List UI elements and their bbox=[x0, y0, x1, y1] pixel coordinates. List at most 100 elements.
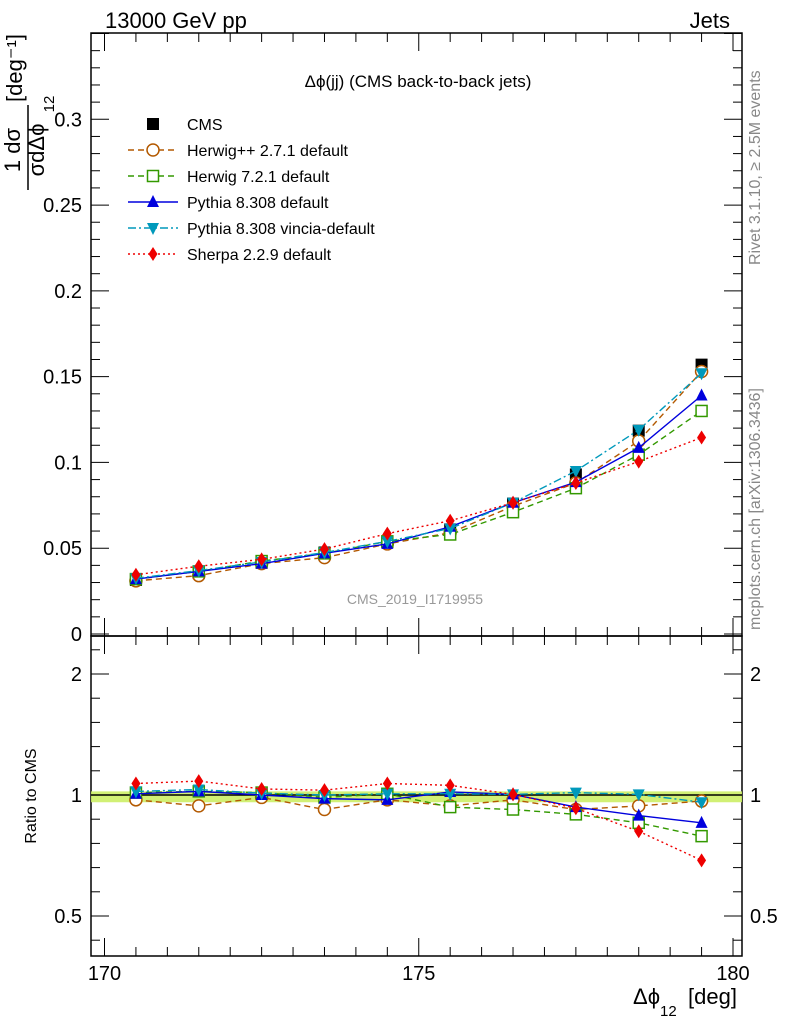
legend-label-1: Herwig++ 2.7.1 default bbox=[187, 143, 349, 160]
main-point-4-9 bbox=[695, 368, 708, 381]
main-point-5-1 bbox=[194, 559, 204, 574]
y-label-numerator: 1 dσ bbox=[0, 128, 25, 173]
main-point-3-9 bbox=[695, 388, 708, 401]
main-point-5-9 bbox=[697, 430, 707, 445]
y-label-unit: [deg⁻¹] bbox=[2, 34, 27, 102]
svg-text:Δϕ: Δϕ bbox=[633, 984, 660, 1009]
x-tick-labels: 170 175 180 bbox=[88, 963, 750, 985]
ratio-point-4-2 bbox=[257, 781, 267, 796]
svg-text:[deg]: [deg] bbox=[688, 984, 737, 1009]
ratio-ytick-label-right: 1 bbox=[750, 785, 761, 807]
main-ytick-label: 0 bbox=[71, 624, 82, 646]
rivet-label: Rivet 3.1.10, ≥ 2.5M events bbox=[747, 70, 764, 265]
ratio-point-4-8 bbox=[634, 824, 644, 839]
ratio-point-4-0 bbox=[131, 776, 141, 791]
main-ytick-label: 0.3 bbox=[54, 109, 82, 131]
ratio-ytick-label-right: 0.5 bbox=[750, 906, 778, 928]
ratio-tick-labels: 0.5 0.5 1 1 2 2 bbox=[54, 664, 778, 928]
y-label-group: 1 dσ σdΔϕ 12 [deg⁻¹] bbox=[0, 34, 58, 190]
ratio-axis-ticks bbox=[91, 636, 742, 956]
xtick-label: 170 bbox=[88, 963, 121, 985]
ratio-point-1-5 bbox=[443, 800, 457, 814]
ratio-series-line-4 bbox=[135, 780, 702, 861]
ratio-point-4-9 bbox=[697, 853, 707, 868]
main-point-3-8 bbox=[632, 440, 645, 453]
main-chart-title: Δϕ(jj) (CMS back-to-back jets) bbox=[305, 72, 532, 91]
legend-label-4: Pythia 8.308 vincia-default bbox=[187, 221, 375, 238]
ratio-point-4-5 bbox=[445, 778, 455, 793]
ratio-series-group bbox=[129, 774, 709, 868]
svg-text:12: 12 bbox=[660, 1003, 677, 1020]
main-series-group bbox=[129, 358, 709, 588]
ratio-point-4-7 bbox=[571, 801, 581, 816]
main-point-5-6 bbox=[508, 495, 518, 510]
main-point-5-2 bbox=[257, 552, 267, 567]
legend-marker-3 bbox=[147, 195, 159, 207]
header-process: Jets bbox=[690, 8, 730, 33]
legend-label-3: Pythia 8.308 default bbox=[187, 195, 329, 212]
ratio-point-0-1 bbox=[192, 799, 206, 813]
x-axis-label: Δϕ 12 [deg] bbox=[633, 984, 737, 1020]
main-point-5-4 bbox=[382, 526, 392, 541]
ratio-point-3-5 bbox=[444, 788, 457, 801]
ratio-point-1-9 bbox=[695, 829, 708, 843]
ratio-series-line-0 bbox=[135, 796, 702, 811]
header-energy: 13000 GeV pp bbox=[105, 8, 247, 33]
main-point-4-8 bbox=[632, 424, 645, 437]
ratio-point-4-4 bbox=[382, 776, 392, 791]
legend-marker-4 bbox=[147, 223, 159, 235]
ratio-series-line-1 bbox=[135, 790, 702, 837]
ratio-point-1-6 bbox=[506, 803, 520, 816]
mcplots-label: mcplots.cern.ch [arXiv:1306.3436] bbox=[747, 388, 764, 630]
legend-label-2: Herwig 7.2.1 default bbox=[187, 169, 330, 186]
ratio-point-2-9 bbox=[695, 815, 708, 828]
y-label-denominator: σdΔϕ bbox=[24, 124, 49, 177]
main-point-5-8 bbox=[634, 454, 644, 469]
ratio-point-3-4 bbox=[381, 788, 394, 801]
legend-marker-2 bbox=[146, 169, 160, 183]
ratio-point-4-3 bbox=[319, 783, 329, 798]
ratio-series-line-3 bbox=[135, 788, 702, 803]
ratio-point-3-1 bbox=[192, 784, 205, 797]
main-ytick-label: 0.25 bbox=[43, 195, 82, 217]
main-ytick-label: 0.1 bbox=[54, 452, 82, 474]
ratio-point-0-3 bbox=[317, 802, 332, 817]
legend-marker-1 bbox=[146, 143, 160, 157]
ratio-ytick-label-left: 2 bbox=[71, 664, 82, 686]
legend: CMS Herwig++ 2.7.1 default Herwig 7.2.1 de… bbox=[128, 117, 375, 264]
legend-label-0: CMS bbox=[187, 117, 223, 134]
main-point-2-9 bbox=[695, 404, 708, 418]
ratio-ytick-label-left: 0.5 bbox=[54, 906, 82, 928]
ratio-point-4-1 bbox=[194, 774, 204, 789]
ratio-ytick-label-right: 2 bbox=[750, 664, 761, 686]
main-ytick-label: 0.15 bbox=[43, 367, 82, 389]
ratio-point-3-7 bbox=[569, 787, 582, 800]
ratio-ytick-label-left: 1 bbox=[71, 785, 82, 807]
ratio-y-axis-label: Ratio to CMS bbox=[23, 748, 40, 843]
main-series-line-3 bbox=[135, 394, 703, 580]
ratio-point-3-0 bbox=[129, 786, 142, 799]
main-series-line-4 bbox=[135, 372, 703, 579]
xtick-label: 175 bbox=[402, 963, 435, 985]
y-label-subscript: 12 bbox=[41, 96, 58, 113]
ratio-point-3-9 bbox=[695, 797, 708, 810]
ratio-point-2-8 bbox=[632, 808, 645, 821]
xtick-label: 180 bbox=[716, 963, 749, 985]
main-ytick-label: 0.05 bbox=[43, 538, 82, 560]
main-tick-labels: 0 0.05 0.1 0.15 0.2 0.25 0.3 bbox=[43, 109, 82, 646]
main-series-line-2 bbox=[135, 410, 702, 580]
legend-marker-0 bbox=[147, 118, 159, 130]
watermark: CMS_2019_I1719955 bbox=[347, 591, 483, 607]
main-point-5-5 bbox=[445, 513, 455, 528]
ratio-series-line-2 bbox=[135, 790, 702, 824]
main-point-4-5 bbox=[444, 523, 457, 536]
ratio-point-3-8 bbox=[632, 789, 645, 802]
main-point-4-4 bbox=[381, 536, 394, 549]
main-series-line-1 bbox=[135, 371, 703, 582]
legend-marker-5 bbox=[148, 247, 158, 261]
main-point-5-3 bbox=[319, 542, 329, 557]
main-series-line-5 bbox=[135, 436, 702, 576]
main-point-5-7 bbox=[571, 476, 581, 491]
ratio-point-4-6 bbox=[508, 787, 518, 802]
